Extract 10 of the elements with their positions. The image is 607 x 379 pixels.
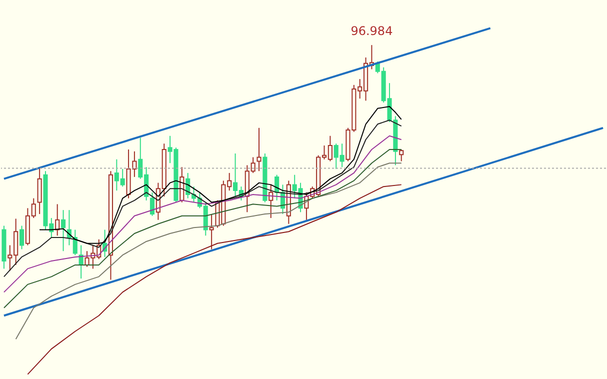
candlestick bbox=[37, 166, 42, 215]
candlestick bbox=[268, 184, 274, 219]
candlestick bbox=[399, 148, 404, 162]
candlestick bbox=[256, 127, 262, 172]
candlestick bbox=[150, 192, 155, 216]
text: 96.984 bbox=[350, 24, 393, 38]
candlestick bbox=[61, 210, 66, 252]
candlestick bbox=[209, 214, 214, 250]
candlestick bbox=[19, 225, 24, 250]
candlestick bbox=[72, 229, 78, 256]
